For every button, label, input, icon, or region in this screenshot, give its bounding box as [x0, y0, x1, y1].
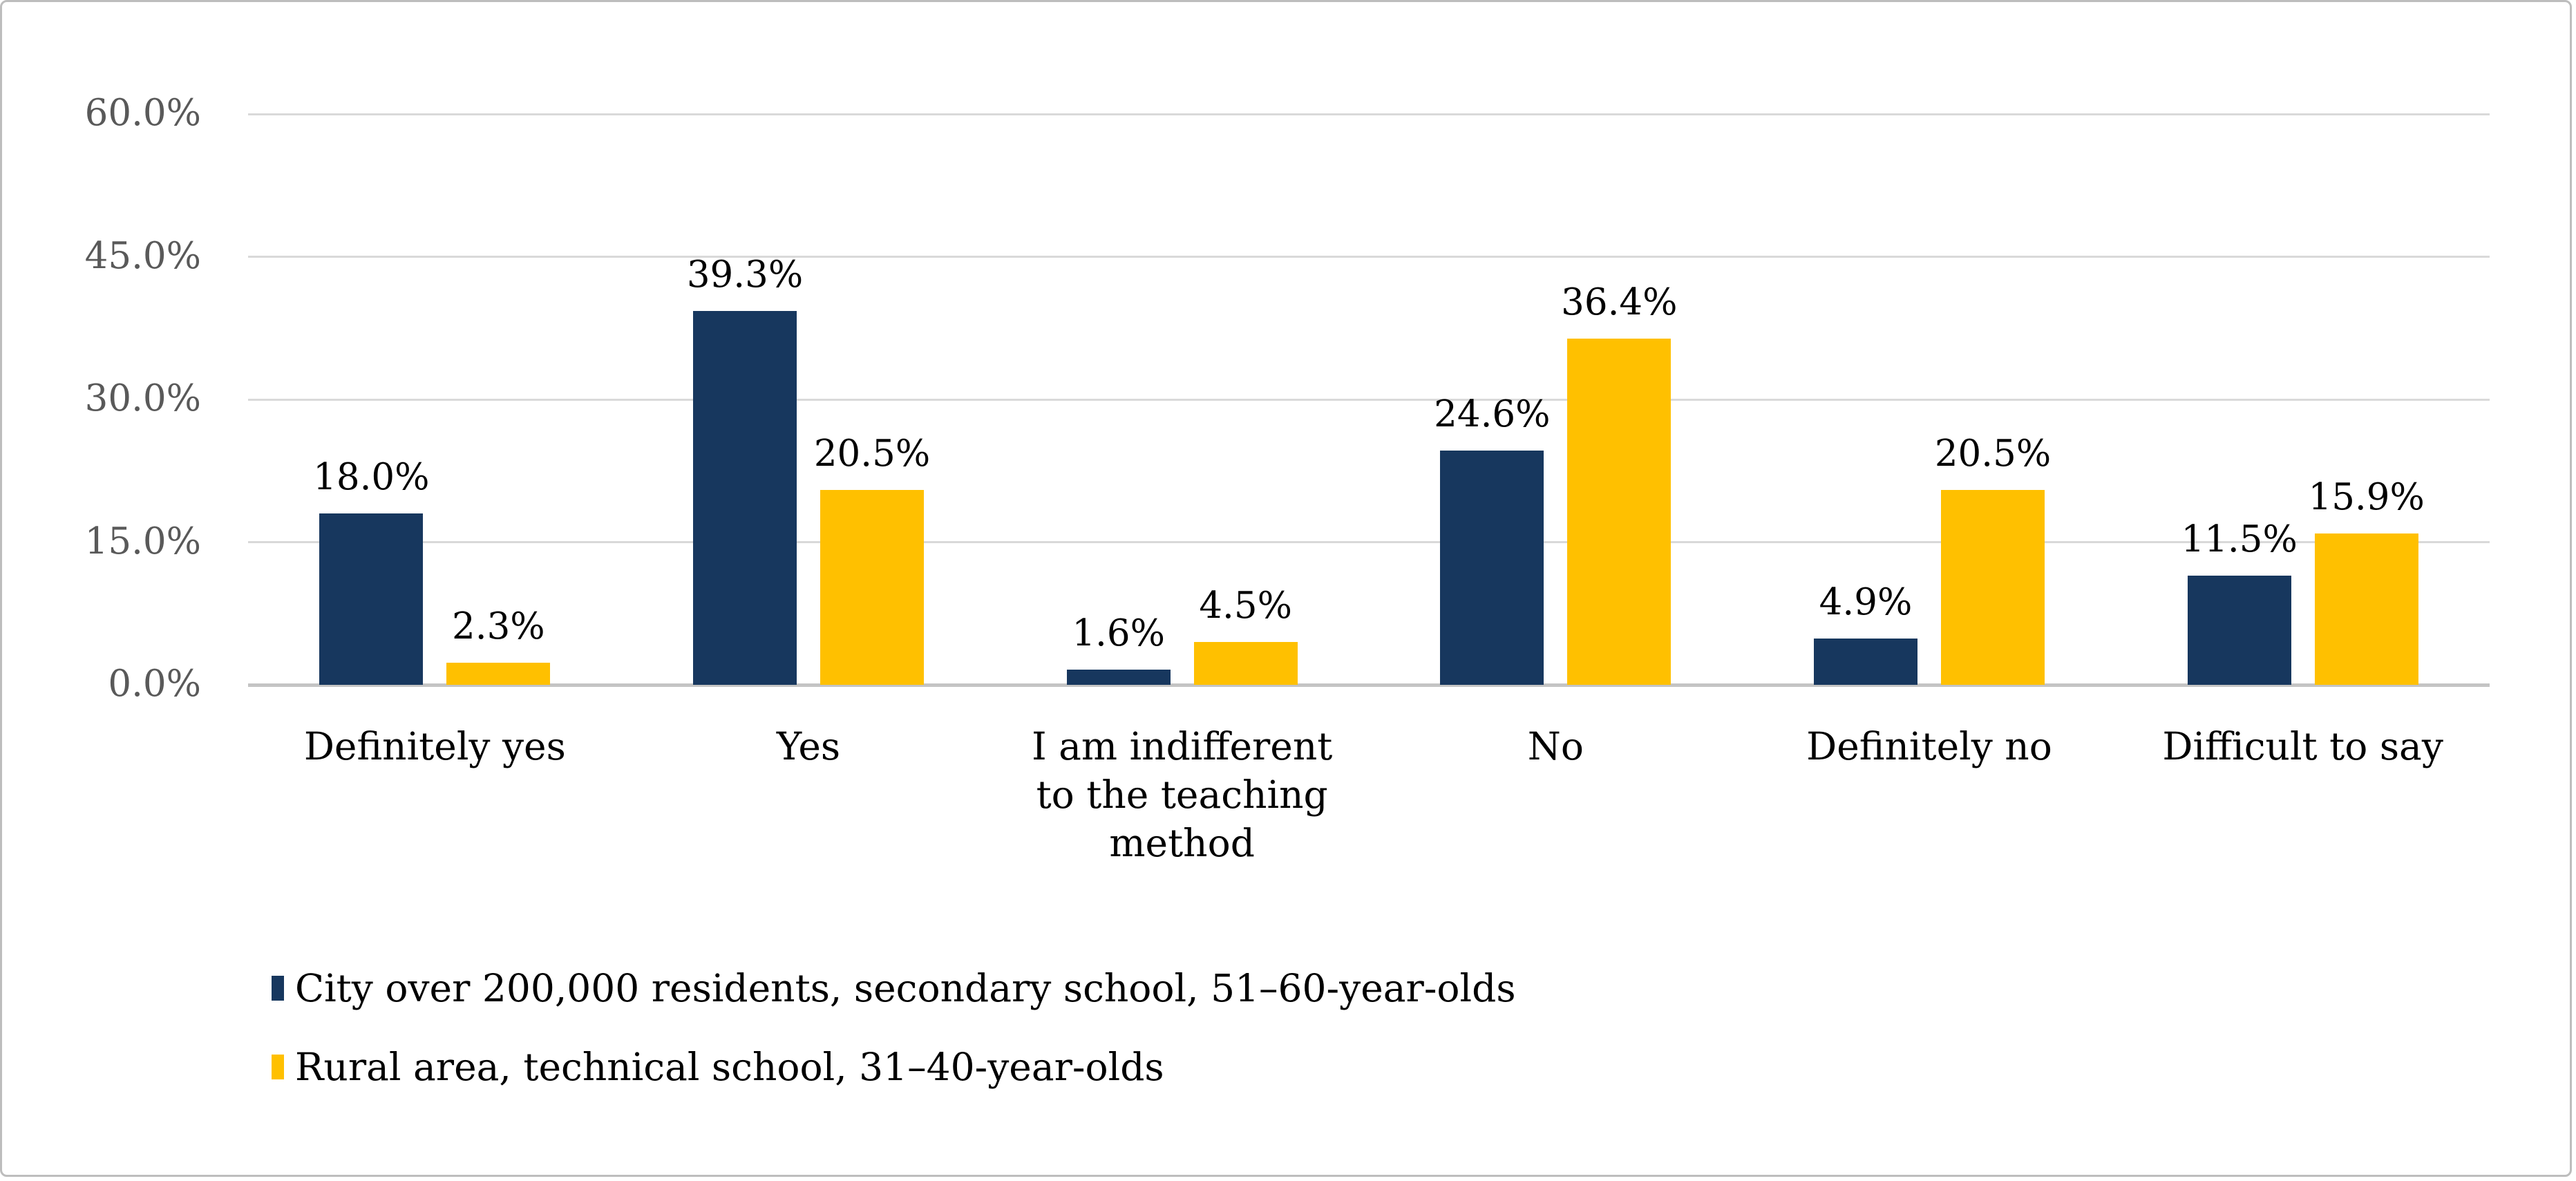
bar-navy-3	[1440, 451, 1544, 685]
value-label: 4.9%	[1819, 580, 1913, 623]
bar-gold-2	[1193, 642, 1298, 685]
value-label: 1.6%	[1072, 612, 1165, 654]
x-category-label: I am indifferent to the teaching method	[995, 722, 1369, 867]
bar-navy-4	[1814, 638, 1917, 685]
gridline-0	[248, 683, 2490, 687]
y-tick-label: 30.0%	[84, 377, 201, 419]
x-category-label-line: method	[1109, 821, 1255, 865]
y-tick-label: 60.0%	[84, 92, 201, 134]
y-tick-label: 45.0%	[84, 234, 201, 277]
value-label: 2.3%	[452, 605, 545, 648]
bar-navy-1	[693, 310, 797, 685]
bar-gold-3	[1567, 338, 1671, 685]
value-label: 36.4%	[1561, 281, 1678, 323]
x-category-label: Definitely yes	[248, 722, 622, 771]
bar-navy-2	[1066, 669, 1171, 685]
value-label: 24.6%	[1434, 393, 1551, 436]
value-label: 15.9%	[2308, 476, 2425, 519]
gridline-15	[248, 541, 2490, 543]
x-category-label: Yes	[622, 722, 996, 771]
y-tick-label: 15.0%	[84, 520, 201, 563]
x-category-label-line: Yes	[776, 724, 841, 768]
bar-gold-4	[1941, 489, 2045, 685]
legend-label: Rural area, technical school, 31–40-year…	[295, 1045, 1164, 1089]
gridline-60	[248, 113, 2490, 115]
x-category-label-line: No	[1527, 724, 1584, 768]
bar-navy-0	[319, 513, 424, 685]
y-tick-label: 0.0%	[108, 663, 201, 705]
gridline-30	[248, 398, 2490, 401]
x-category-label-line: I am indifferent	[1031, 724, 1333, 768]
value-label: 18.0%	[313, 456, 430, 499]
bar-gold-0	[446, 663, 551, 685]
x-category-label: Definitely no	[1743, 722, 2116, 771]
bar-navy-5	[2187, 575, 2291, 685]
x-category-label-line: Difficult to say	[2162, 724, 2443, 768]
value-label: 11.5%	[2181, 518, 2298, 560]
legend-item-city: City over 200,000 residents, secondary s…	[272, 967, 1516, 1010]
legend-label: City over 200,000 residents, secondary s…	[295, 966, 1516, 1010]
gridline-45	[248, 256, 2490, 258]
legend-marker-icon	[272, 1055, 284, 1079]
x-category-label-line: Definitely yes	[303, 724, 566, 768]
legend-item-rural: Rural area, technical school, 31–40-year…	[272, 1046, 1516, 1088]
value-label: 39.3%	[686, 253, 804, 296]
value-label: 20.5%	[1934, 432, 2052, 475]
legend-marker-icon	[272, 976, 284, 1001]
legend: City over 200,000 residents, secondary s…	[272, 967, 1516, 1088]
value-label: 20.5%	[813, 432, 931, 475]
x-category-label-line: to the teaching	[1036, 773, 1328, 817]
x-category-label: No	[1369, 722, 1743, 771]
value-label: 4.5%	[1199, 585, 1292, 627]
x-category-label-line: Definitely no	[1806, 724, 2052, 768]
bar-gold-1	[820, 489, 924, 685]
x-category-label: Difficult to say	[2116, 722, 2490, 771]
bar-gold-5	[2314, 533, 2418, 685]
